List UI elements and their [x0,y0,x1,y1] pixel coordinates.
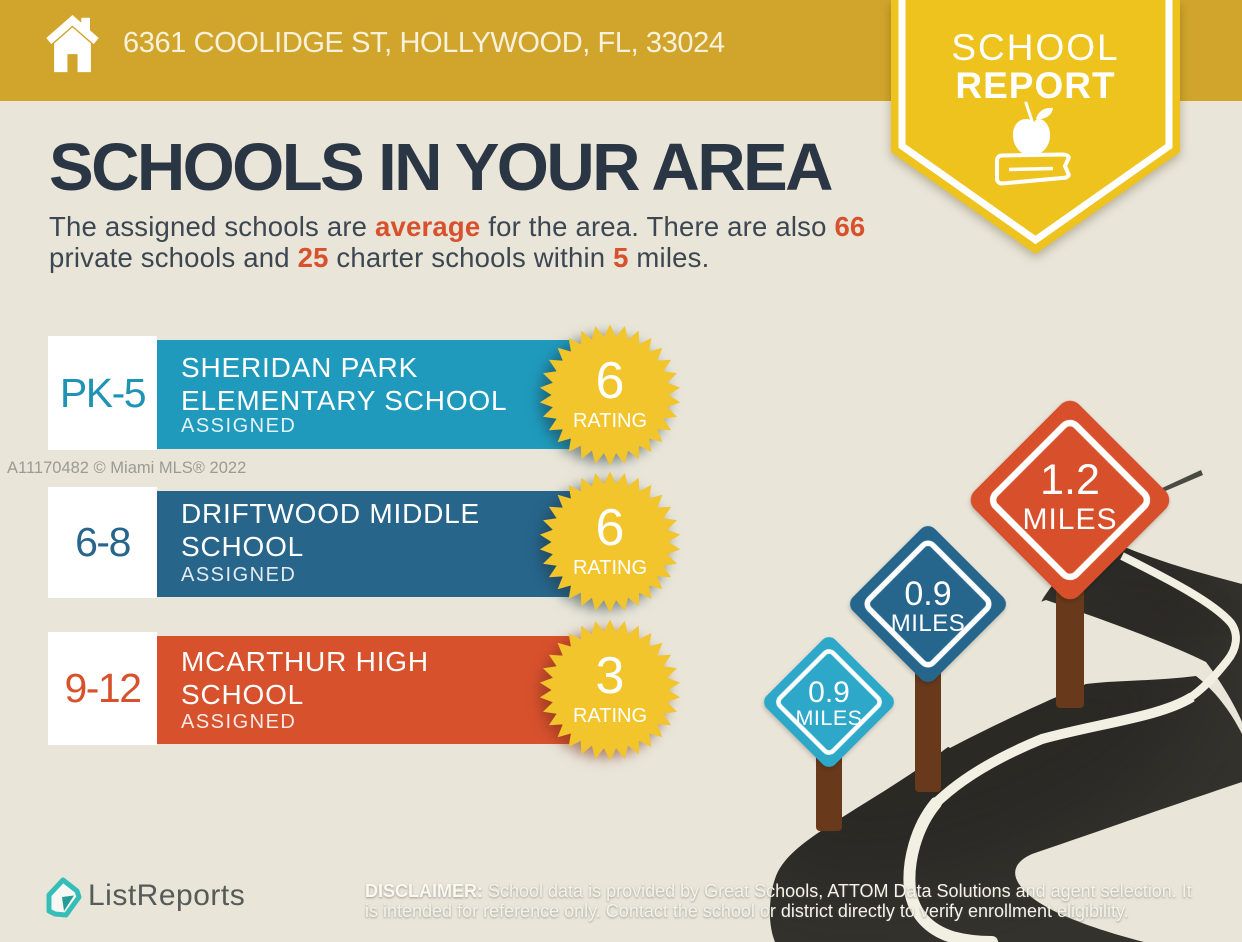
svg-text:RATING: RATING [573,705,647,727]
svg-text:0.9: 0.9 [808,676,850,709]
svg-text:MILES: MILES [891,610,966,637]
svg-text:1.2: 1.2 [1040,456,1100,504]
svg-text:MILES: MILES [795,706,862,730]
svg-text:MILES: MILES [1022,503,1117,536]
svg-text:0.9: 0.9 [904,575,951,613]
svg-text:RATING: RATING [573,410,647,432]
svg-text:3: 3 [596,647,625,705]
svg-text:SCHOOL: SCHOOL [951,27,1119,68]
svg-text:6: 6 [596,352,625,410]
svg-text:REPORT: REPORT [955,65,1115,106]
